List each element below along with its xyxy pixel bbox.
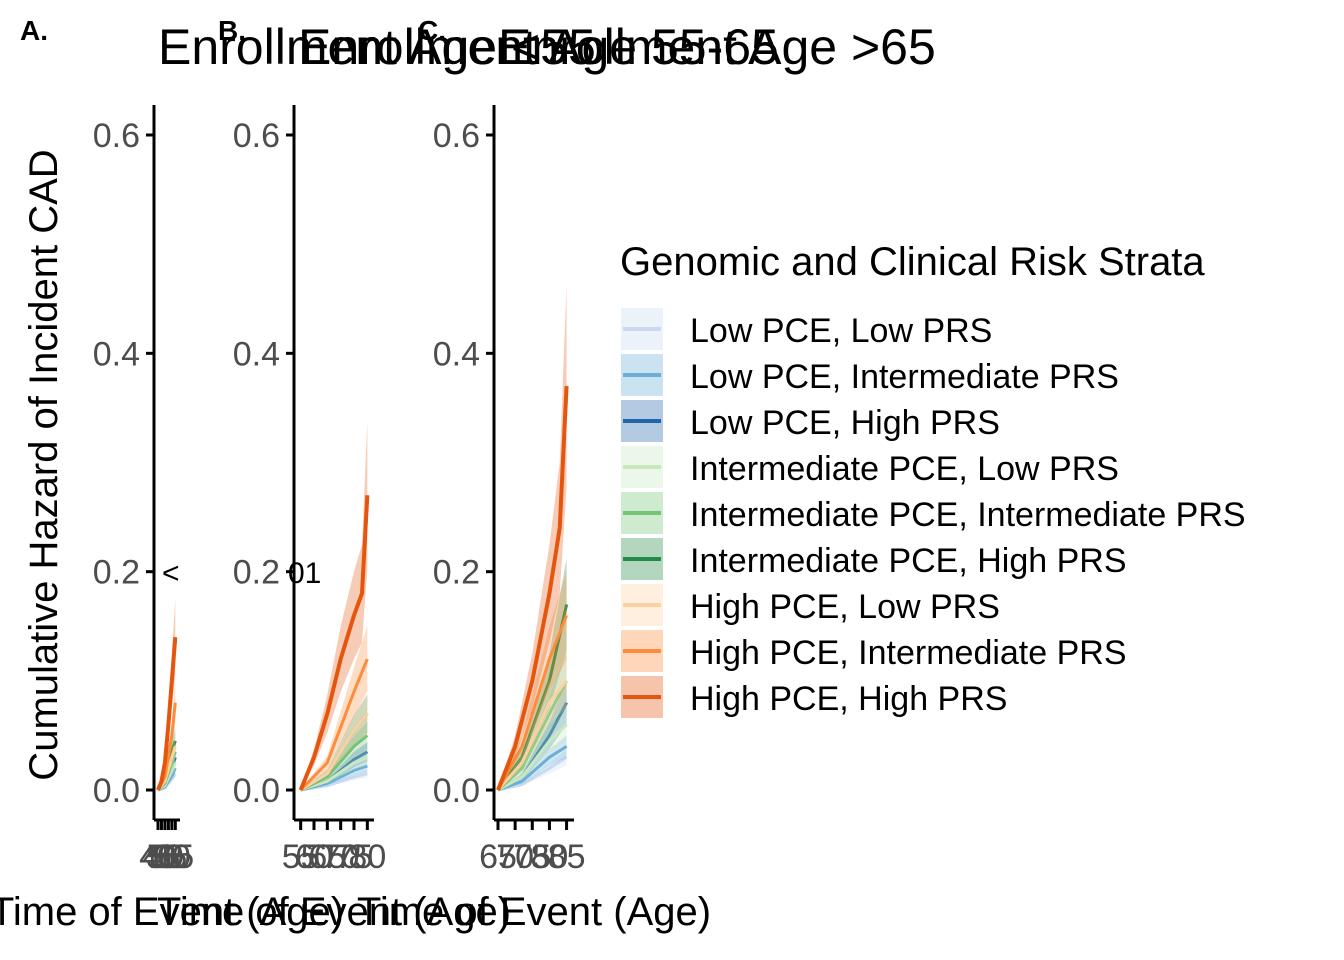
panel-title: Enrollment Age 55-65 — [298, 19, 779, 75]
panel-label: B. — [218, 15, 246, 46]
panel-2: B. Enrollment Age 55-650.00.20.40.6556065… — [157, 15, 779, 934]
series-ci-band — [300, 742, 368, 790]
x-axis-label: Time of Event (Age) — [357, 890, 711, 934]
series-line — [156, 637, 178, 791]
panel-label: C. — [418, 15, 446, 46]
x-tick-label: 45 — [143, 838, 181, 876]
series-line — [497, 755, 568, 792]
legend-item: High PCE, High PRS — [621, 676, 1007, 718]
legend-label: High PCE, High PRS — [690, 680, 1007, 718]
series-ci-band — [498, 680, 567, 790]
panel-1: A. Enrollment Age <550.00.20.40.640455055… — [0, 15, 596, 934]
x-axis-label: Time of Event (Age) — [0, 890, 344, 934]
series-line — [496, 614, 568, 791]
series-line — [299, 712, 369, 792]
panel-annotation: < — [162, 557, 180, 590]
series-ci-band — [498, 285, 567, 790]
legend-items: Low PCE, Low PRS Low PCE, Intermediate PR… — [621, 308, 1246, 718]
panel-3: C. Enrollment Age >65 0.0 0.2 0.4 0.6 65707580… — [357, 15, 936, 934]
y-tick-label: 0.6 — [93, 117, 140, 155]
series-ci-band — [300, 759, 368, 790]
panel-title: Enrollment Age <55 — [158, 19, 596, 75]
panel-title: Enrollment Age >65 — [498, 19, 936, 75]
x-axis-label: Time of Event (Age) — [157, 890, 511, 934]
y-tick-label: 0.2 — [433, 554, 480, 592]
legend-item: Intermediate PCE, Intermediate PRS — [621, 492, 1246, 534]
panel-annotation: 01 — [288, 557, 321, 590]
legend-item: Intermediate PCE, Low PRS — [621, 446, 1119, 488]
x-tick-label: 60 — [295, 838, 333, 876]
y-tick-label: 0.4 — [93, 335, 140, 373]
series-ci-band — [300, 421, 368, 790]
y-tick-label: 0.2 — [93, 554, 140, 592]
series-ci-band — [300, 749, 368, 790]
y-tick-label: 0.6 — [433, 117, 480, 155]
series-ci-band — [498, 708, 567, 790]
series-line — [496, 680, 568, 792]
legend-label: High PCE, Low PRS — [690, 588, 1000, 626]
y-tick-label: 0.0 — [233, 772, 280, 810]
legend: Genomic and Clinical Risk Strata Low PCE… — [620, 240, 1246, 718]
series-line — [496, 385, 569, 791]
legend-item: Low PCE, High PRS — [621, 400, 1000, 442]
series-line — [298, 495, 370, 791]
y-tick-label: 0.0 — [433, 772, 480, 810]
series-line — [496, 679, 568, 791]
series-ci-band — [300, 721, 368, 790]
x-tick-label: 75 — [335, 838, 373, 876]
y-axis-label: Cumulative Hazard of Incident CAD — [22, 149, 66, 780]
panel-label: A. — [20, 15, 48, 46]
x-tick-label: 55 — [282, 838, 320, 876]
legend-label: Low PCE, Low PRS — [690, 312, 992, 350]
legend-item: High PCE, Intermediate PRS — [621, 630, 1127, 672]
series-ci-band — [300, 769, 368, 790]
legend-item: Low PCE, Intermediate PRS — [621, 354, 1119, 396]
series-ci-band — [300, 694, 368, 790]
x-tick-label: 65 — [479, 838, 517, 876]
series-line — [496, 604, 569, 791]
x-tick-label: 40 — [139, 838, 177, 876]
series-ci-band — [158, 735, 176, 790]
x-tick-label: 75 — [513, 838, 551, 876]
x-tick-label: 85 — [548, 838, 586, 876]
x-tick-label: 50 — [146, 838, 184, 876]
series-line — [299, 658, 369, 792]
x-tick-label: 55 — [149, 838, 187, 876]
y-tick-label: 0.0 — [93, 772, 140, 810]
legend-label: High PCE, Intermediate PRS — [690, 634, 1127, 672]
legend-label: Intermediate PCE, High PRS — [690, 542, 1127, 580]
series-line — [497, 723, 568, 792]
x-tick-label: 70 — [496, 838, 534, 876]
x-tick-label: 60 — [153, 838, 191, 876]
legend-item: High PCE, Low PRS — [621, 584, 1000, 626]
x-tick-label: 80 — [531, 838, 569, 876]
y-tick-label: 0.4 — [233, 335, 280, 373]
series-line — [497, 745, 568, 792]
series-ci-band — [498, 653, 567, 790]
legend-label: Intermediate PCE, Low PRS — [690, 450, 1119, 488]
legend-label: Low PCE, High PRS — [690, 404, 1000, 442]
series-ci-band — [498, 735, 567, 790]
series-ci-band — [498, 749, 567, 790]
x-tick-label: 80 — [348, 838, 386, 876]
y-tick-label: 0.6 — [233, 117, 280, 155]
legend-label: Low PCE, Intermediate PRS — [690, 358, 1119, 396]
legend-title: Genomic and Clinical Risk Strata — [620, 240, 1205, 284]
x-tick-label: 65 — [308, 838, 346, 876]
x-tick-label: 65 — [156, 838, 194, 876]
series-line — [300, 755, 368, 792]
series-ci-band — [300, 694, 368, 790]
legend-label: Intermediate PCE, Intermediate PRS — [690, 496, 1246, 534]
series-ci-band — [498, 571, 567, 790]
x-tick-label: 70 — [322, 838, 360, 876]
y-tick-label: 0.2 — [233, 554, 280, 592]
legend-item: Intermediate PCE, High PRS — [621, 538, 1127, 580]
series-ci-band — [498, 653, 567, 790]
y-tick-label: 0.4 — [433, 335, 480, 373]
series-ci-band — [300, 626, 368, 790]
legend-item: Low PCE, Low PRS — [621, 308, 992, 350]
panels: A. Enrollment Age <550.00.20.40.640455055… — [0, 15, 936, 934]
